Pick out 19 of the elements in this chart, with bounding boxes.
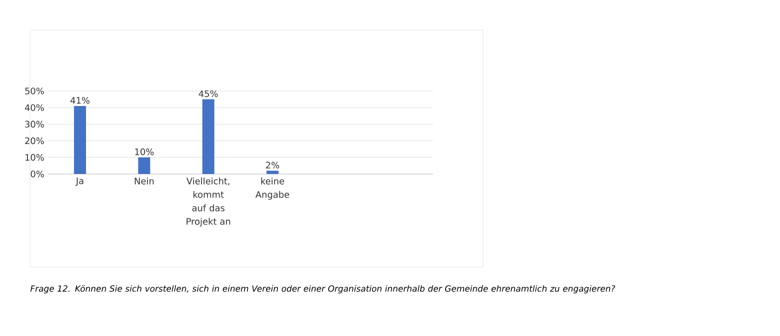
y-tick-label: 50%	[25, 88, 44, 94]
bar	[74, 106, 86, 174]
bar	[266, 170, 279, 174]
x-tick-label: Vielleicht, kommt auf das Projekt an	[186, 178, 230, 227]
data-label: 10%	[135, 148, 154, 156]
y-tick-label: 30%	[25, 120, 44, 128]
data-label: 2%	[266, 162, 280, 168]
y-tick-label: 40%	[24, 104, 44, 111]
x-tick-label: Ja	[75, 178, 84, 186]
x-tick-label: Nein	[134, 178, 154, 184]
bar	[202, 99, 214, 174]
x-tick-label: keine Angabe	[255, 178, 290, 200]
data-label: 41%	[70, 96, 90, 104]
bar	[138, 157, 150, 174]
y-tick-label: 20%	[25, 137, 44, 144]
text: Frage 12. Können Sie sich vorstellen, sich in einem Verein oder einer Organisation innerhalb der Gemeinde ehrenamtlich zu engagieren?	[30, 285, 616, 294]
y-tick-label: 0%	[30, 170, 44, 178]
data-label: 45%	[198, 90, 218, 98]
y-tick-label: 10%	[25, 154, 44, 161]
